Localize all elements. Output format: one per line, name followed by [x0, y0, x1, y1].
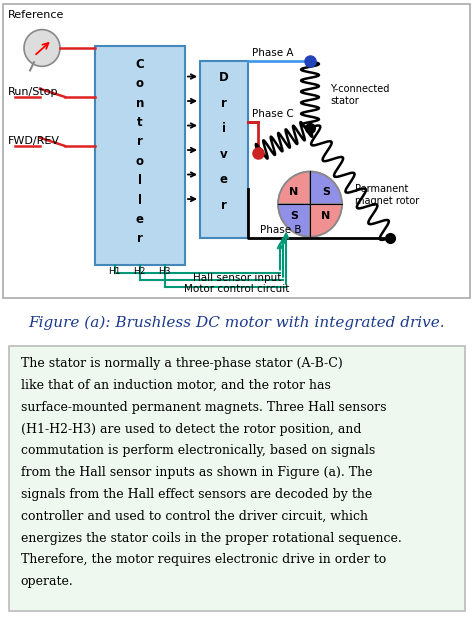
Text: H1: H1	[108, 267, 120, 276]
Text: r: r	[137, 135, 143, 148]
Text: Hall sensor input: Hall sensor input	[193, 273, 281, 283]
Text: t: t	[137, 116, 143, 129]
Text: l: l	[138, 174, 142, 187]
Text: S: S	[322, 187, 330, 197]
Text: controller and used to control the driver circuit, which: controller and used to control the drive…	[21, 510, 368, 523]
Text: e: e	[136, 213, 144, 226]
Text: o: o	[136, 77, 144, 90]
FancyBboxPatch shape	[95, 46, 185, 265]
Text: r: r	[221, 97, 227, 110]
Text: Phase C: Phase C	[252, 109, 294, 119]
Text: Therefore, the motor requires electronic drive in order to: Therefore, the motor requires electronic…	[21, 553, 386, 566]
Text: (H1-H2-H3) are used to detect the rotor position, and: (H1-H2-H3) are used to detect the rotor …	[21, 423, 361, 436]
Text: Y-connected: Y-connected	[330, 84, 389, 94]
Text: r: r	[221, 199, 227, 212]
Text: e: e	[220, 173, 228, 186]
Text: C: C	[136, 58, 145, 71]
Text: energizes the stator coils in the proper rotational sequence.: energizes the stator coils in the proper…	[21, 531, 401, 544]
Text: signals from the Hall effect sensors are decoded by the: signals from the Hall effect sensors are…	[21, 488, 372, 501]
Text: stator: stator	[330, 96, 359, 106]
Text: surface-mounted permanent magnets. Three Hall sensors: surface-mounted permanent magnets. Three…	[21, 401, 386, 414]
Text: Motor control circuit: Motor control circuit	[184, 284, 290, 294]
Wedge shape	[310, 204, 342, 237]
Text: Permanent: Permanent	[355, 184, 409, 194]
FancyBboxPatch shape	[3, 4, 470, 298]
Text: v: v	[220, 147, 228, 160]
Text: o: o	[136, 155, 144, 168]
Circle shape	[24, 30, 60, 67]
Text: S: S	[290, 212, 298, 222]
Text: commutation is perform electronically, based on signals: commutation is perform electronically, b…	[21, 444, 375, 457]
Wedge shape	[278, 172, 310, 204]
FancyBboxPatch shape	[9, 346, 465, 611]
Text: from the Hall sensor inputs as shown in Figure (a). The: from the Hall sensor inputs as shown in …	[21, 466, 373, 479]
Text: r: r	[137, 233, 143, 246]
Text: l: l	[138, 194, 142, 207]
Text: The stator is normally a three-phase stator (A-B-C): The stator is normally a three-phase sta…	[21, 357, 343, 370]
Text: N: N	[289, 187, 299, 197]
Text: Phase A: Phase A	[252, 48, 293, 58]
Wedge shape	[310, 172, 342, 204]
Text: D: D	[219, 71, 229, 84]
FancyBboxPatch shape	[200, 61, 248, 238]
Text: magnet rotor: magnet rotor	[355, 196, 419, 206]
Wedge shape	[278, 204, 310, 237]
Text: operate.: operate.	[21, 575, 73, 588]
Text: like that of an induction motor, and the rotor has: like that of an induction motor, and the…	[21, 379, 331, 392]
Text: N: N	[321, 212, 331, 222]
Text: i: i	[222, 122, 226, 135]
Text: Run/Stop: Run/Stop	[8, 87, 58, 97]
Text: H3: H3	[158, 267, 171, 276]
Text: Reference: Reference	[8, 10, 64, 20]
Text: Phase B: Phase B	[260, 225, 301, 234]
Text: H2: H2	[133, 267, 146, 276]
Text: n: n	[136, 97, 144, 110]
Text: Figure (a): Brushless DC motor with integrated drive.: Figure (a): Brushless DC motor with inte…	[29, 315, 445, 329]
Text: FWD/REV: FWD/REV	[8, 136, 60, 146]
